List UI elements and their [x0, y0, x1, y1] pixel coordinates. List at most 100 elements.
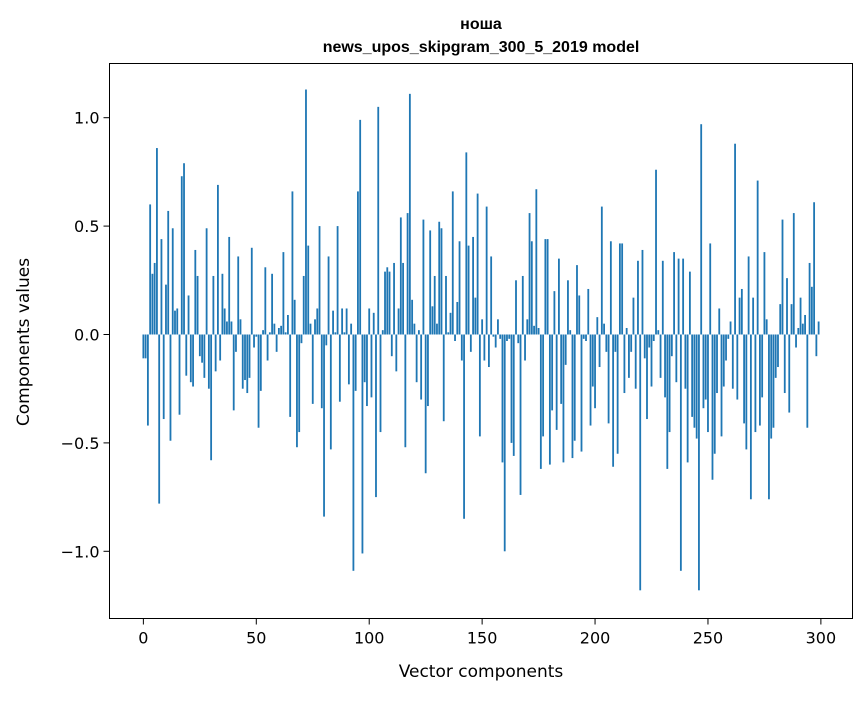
y-tick-label: −1.0: [61, 542, 100, 561]
x-tick-label: 150: [467, 629, 498, 648]
bar: [413, 324, 415, 335]
x-tick-label: 0: [138, 629, 148, 648]
bar: [784, 335, 786, 394]
bar: [709, 243, 711, 334]
bar: [809, 263, 811, 335]
bar: [258, 335, 260, 428]
bar: [217, 185, 219, 335]
bar: [194, 250, 196, 335]
bar: [343, 332, 345, 334]
bar: [768, 335, 770, 500]
bar: [366, 335, 368, 407]
bar: [240, 319, 242, 334]
bar: [689, 272, 691, 335]
x-tick-label: 250: [693, 629, 724, 648]
bar: [698, 335, 700, 591]
bar: [551, 335, 553, 411]
bar: [203, 335, 205, 378]
bar: [443, 335, 445, 422]
y-axis-label: Components values: [14, 258, 34, 426]
bar: [337, 226, 339, 334]
bar: [273, 324, 275, 335]
bar: [671, 335, 673, 357]
bar: [260, 335, 262, 391]
bar: [321, 335, 323, 409]
bar: [608, 335, 610, 424]
bar: [657, 330, 659, 334]
bar: [511, 335, 513, 443]
bar: [393, 263, 395, 335]
bar: [447, 332, 449, 334]
bar: [694, 335, 696, 428]
bar: [592, 335, 594, 387]
bar: [427, 335, 429, 407]
bar: [495, 335, 497, 348]
bar: [804, 315, 806, 335]
bar: [423, 220, 425, 335]
bar: [567, 280, 569, 334]
bar: [341, 308, 343, 334]
bar: [660, 335, 662, 378]
bar: [145, 335, 147, 359]
bar: [524, 335, 526, 361]
bar: [163, 335, 165, 420]
bar: [328, 256, 330, 334]
bar: [587, 289, 589, 335]
bar: [637, 261, 639, 335]
bar: [782, 220, 784, 335]
bar: [483, 335, 485, 361]
bar: [314, 319, 316, 334]
bar: [639, 335, 641, 591]
bar: [319, 226, 321, 334]
bar: [472, 237, 474, 335]
bar: [280, 326, 282, 335]
x-tick-label: 50: [246, 629, 266, 648]
bar: [628, 335, 630, 378]
bar: [312, 335, 314, 404]
bar: [773, 335, 775, 428]
bar: [465, 152, 467, 334]
bar: [251, 248, 253, 335]
bar: [786, 278, 788, 334]
bar: [373, 313, 375, 335]
bar: [556, 335, 558, 430]
bar: [436, 324, 438, 335]
bar: [325, 335, 327, 346]
chart-title: ноша: [460, 16, 502, 33]
bar: [409, 94, 411, 335]
bar: [605, 335, 607, 352]
bar: [481, 319, 483, 334]
bar: [549, 335, 551, 465]
bar: [750, 335, 752, 500]
bar: [633, 298, 635, 335]
bar: [754, 335, 756, 433]
bar: [730, 321, 732, 334]
bar: [416, 335, 418, 383]
bar: [748, 256, 750, 334]
bar: [222, 274, 224, 335]
bar: [479, 335, 481, 437]
bar: [357, 191, 359, 334]
bar: [346, 308, 348, 334]
bar: [712, 335, 714, 480]
bar: [477, 194, 479, 335]
bar: [490, 256, 492, 334]
y-tick-label: 0.5: [74, 217, 99, 236]
bar: [743, 335, 745, 424]
x-tick-label: 200: [580, 629, 611, 648]
bar: [201, 335, 203, 363]
bar: [450, 313, 452, 335]
bar: [269, 332, 271, 334]
bar: [703, 335, 705, 409]
bar: [418, 330, 420, 334]
bar: [565, 335, 567, 365]
bar: [499, 335, 501, 339]
bar: [287, 315, 289, 335]
bar: [642, 250, 644, 335]
bar: [540, 335, 542, 469]
bar: [154, 263, 156, 335]
bar: [339, 335, 341, 402]
bar: [468, 246, 470, 335]
bar: [741, 289, 743, 335]
